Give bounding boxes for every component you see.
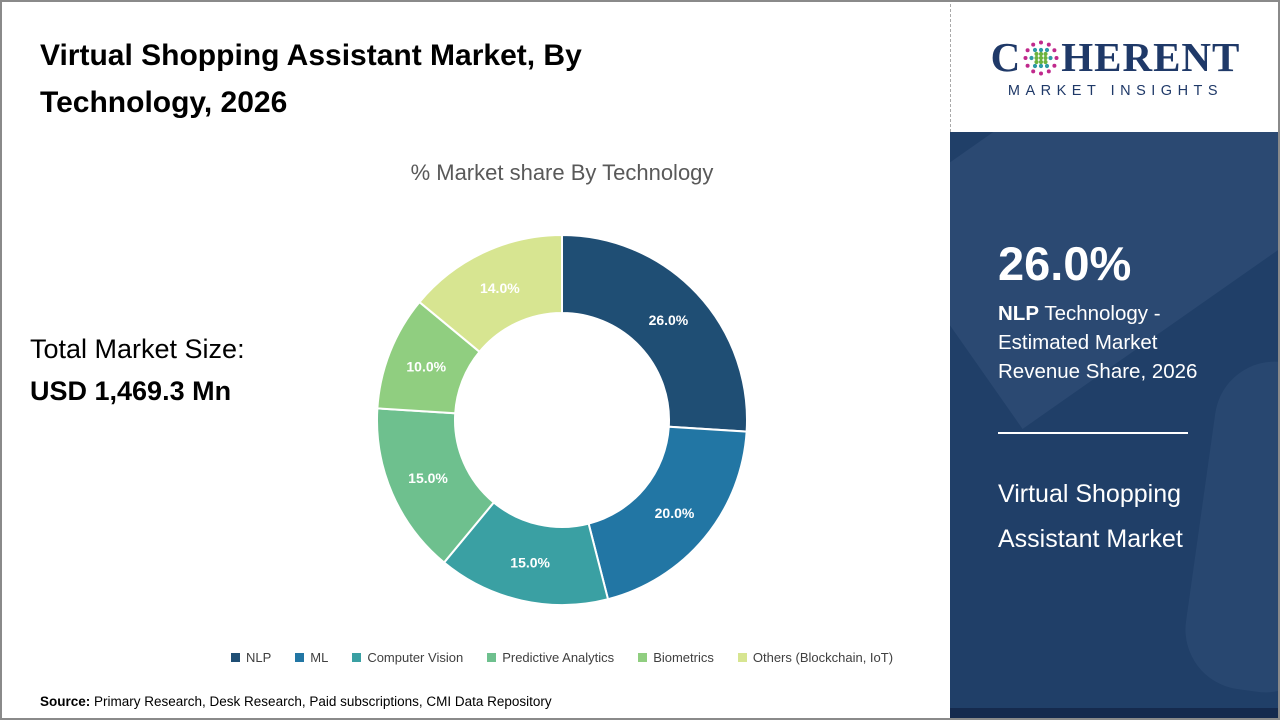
chart-title: % Market share By Technology — [410, 160, 714, 185]
sidebar-divider — [998, 432, 1188, 434]
legend-item-nlp: NLP — [230, 650, 272, 665]
brand-letter-c: C — [990, 34, 1022, 80]
brand-subtitle: MARKET INSIGHTS — [1007, 83, 1224, 99]
brand-rest: HERENT — [1061, 34, 1241, 80]
total-market-size-label: Total Market Size: — [30, 334, 245, 364]
donut-data-label: 14.0% — [480, 280, 520, 296]
donut-chart-svg: 26.0% 20.0% 15.0% 15.0% 10.0% 14.0% — [376, 233, 748, 606]
legend-swatch — [295, 653, 305, 662]
brand-logo: C HERENT — [950, 4, 1278, 132]
source-label: Source: — [40, 694, 91, 709]
legend-label: Others (Blockchain, IoT) — [752, 650, 894, 665]
legend-item-others-blockchain-iot: Others (Blockchain, IoT) — [737, 650, 894, 665]
legend-item-predictive-analytics: Predictive Analytics — [487, 650, 614, 665]
legend-label: Predictive Analytics — [502, 650, 615, 665]
donut-data-label: 20.0% — [655, 505, 695, 521]
source-note: Source: Primary Research, Desk Research,… — [40, 694, 552, 709]
highlight-stat-label-rest: Technology - Estimated Market Revenue Sh… — [998, 302, 1198, 383]
legend-swatch — [352, 653, 362, 662]
brand-wordmark: C HERENT — [991, 37, 1241, 78]
highlight-stat-label: NLP Technology - Estimated Market Revenu… — [998, 299, 1216, 386]
legend-label: NLP — [245, 650, 272, 665]
page-title: Virtual Shopping Assistant Market, By Te… — [40, 39, 582, 119]
donut-slice-ml — [587, 425, 748, 601]
legend-label: Computer Vision — [367, 650, 464, 665]
highlight-sidebar: 26.0% NLP Technology - Estimated Market … — [950, 132, 1278, 718]
coherent-globe-icon — [1023, 40, 1059, 75]
sidebar-content: 26.0% NLP Technology - Estimated Market … — [950, 132, 1278, 562]
donut-data-label: 26.0% — [649, 312, 689, 328]
sidebar-footer-strip — [950, 708, 1278, 718]
highlight-stat-label-bold: NLP — [998, 302, 1039, 325]
legend-swatch — [487, 653, 497, 662]
donut-slice-nlp — [561, 233, 748, 433]
chart-legend: NLP ML Computer Vision Predictive Analytics… — [174, 650, 950, 665]
legend-swatch — [230, 653, 240, 662]
source-text: Primary Research, Desk Research, Paid su… — [90, 694, 552, 709]
legend-item-ml: ML — [295, 650, 328, 665]
legend-swatch — [737, 653, 747, 662]
legend-item-computer-vision: Computer Vision — [352, 650, 463, 665]
donut-slice-others-blockchain-iot — [418, 233, 563, 354]
legend-item-biometrics: Biometrics — [638, 650, 714, 665]
total-market-size-value: USD 1,469.3 Mn — [30, 376, 232, 406]
highlight-stat-value: 26.0% — [998, 237, 1132, 290]
donut-data-label: 10.0% — [406, 358, 446, 374]
legend-label: Biometrics — [653, 650, 714, 665]
sidebar-market-name: Virtual Shopping Assistant Market — [998, 480, 1183, 553]
legend-swatch — [638, 653, 648, 662]
legend-label: ML — [310, 650, 329, 665]
donut-data-label: 15.0% — [408, 470, 448, 486]
total-market-size: Total Market Size: USD 1,469.3 Mn — [30, 328, 245, 412]
donut-data-label: 15.0% — [510, 554, 550, 570]
donut-chart: 26.0% 20.0% 15.0% 15.0% 10.0% 14.0% — [352, 210, 772, 630]
